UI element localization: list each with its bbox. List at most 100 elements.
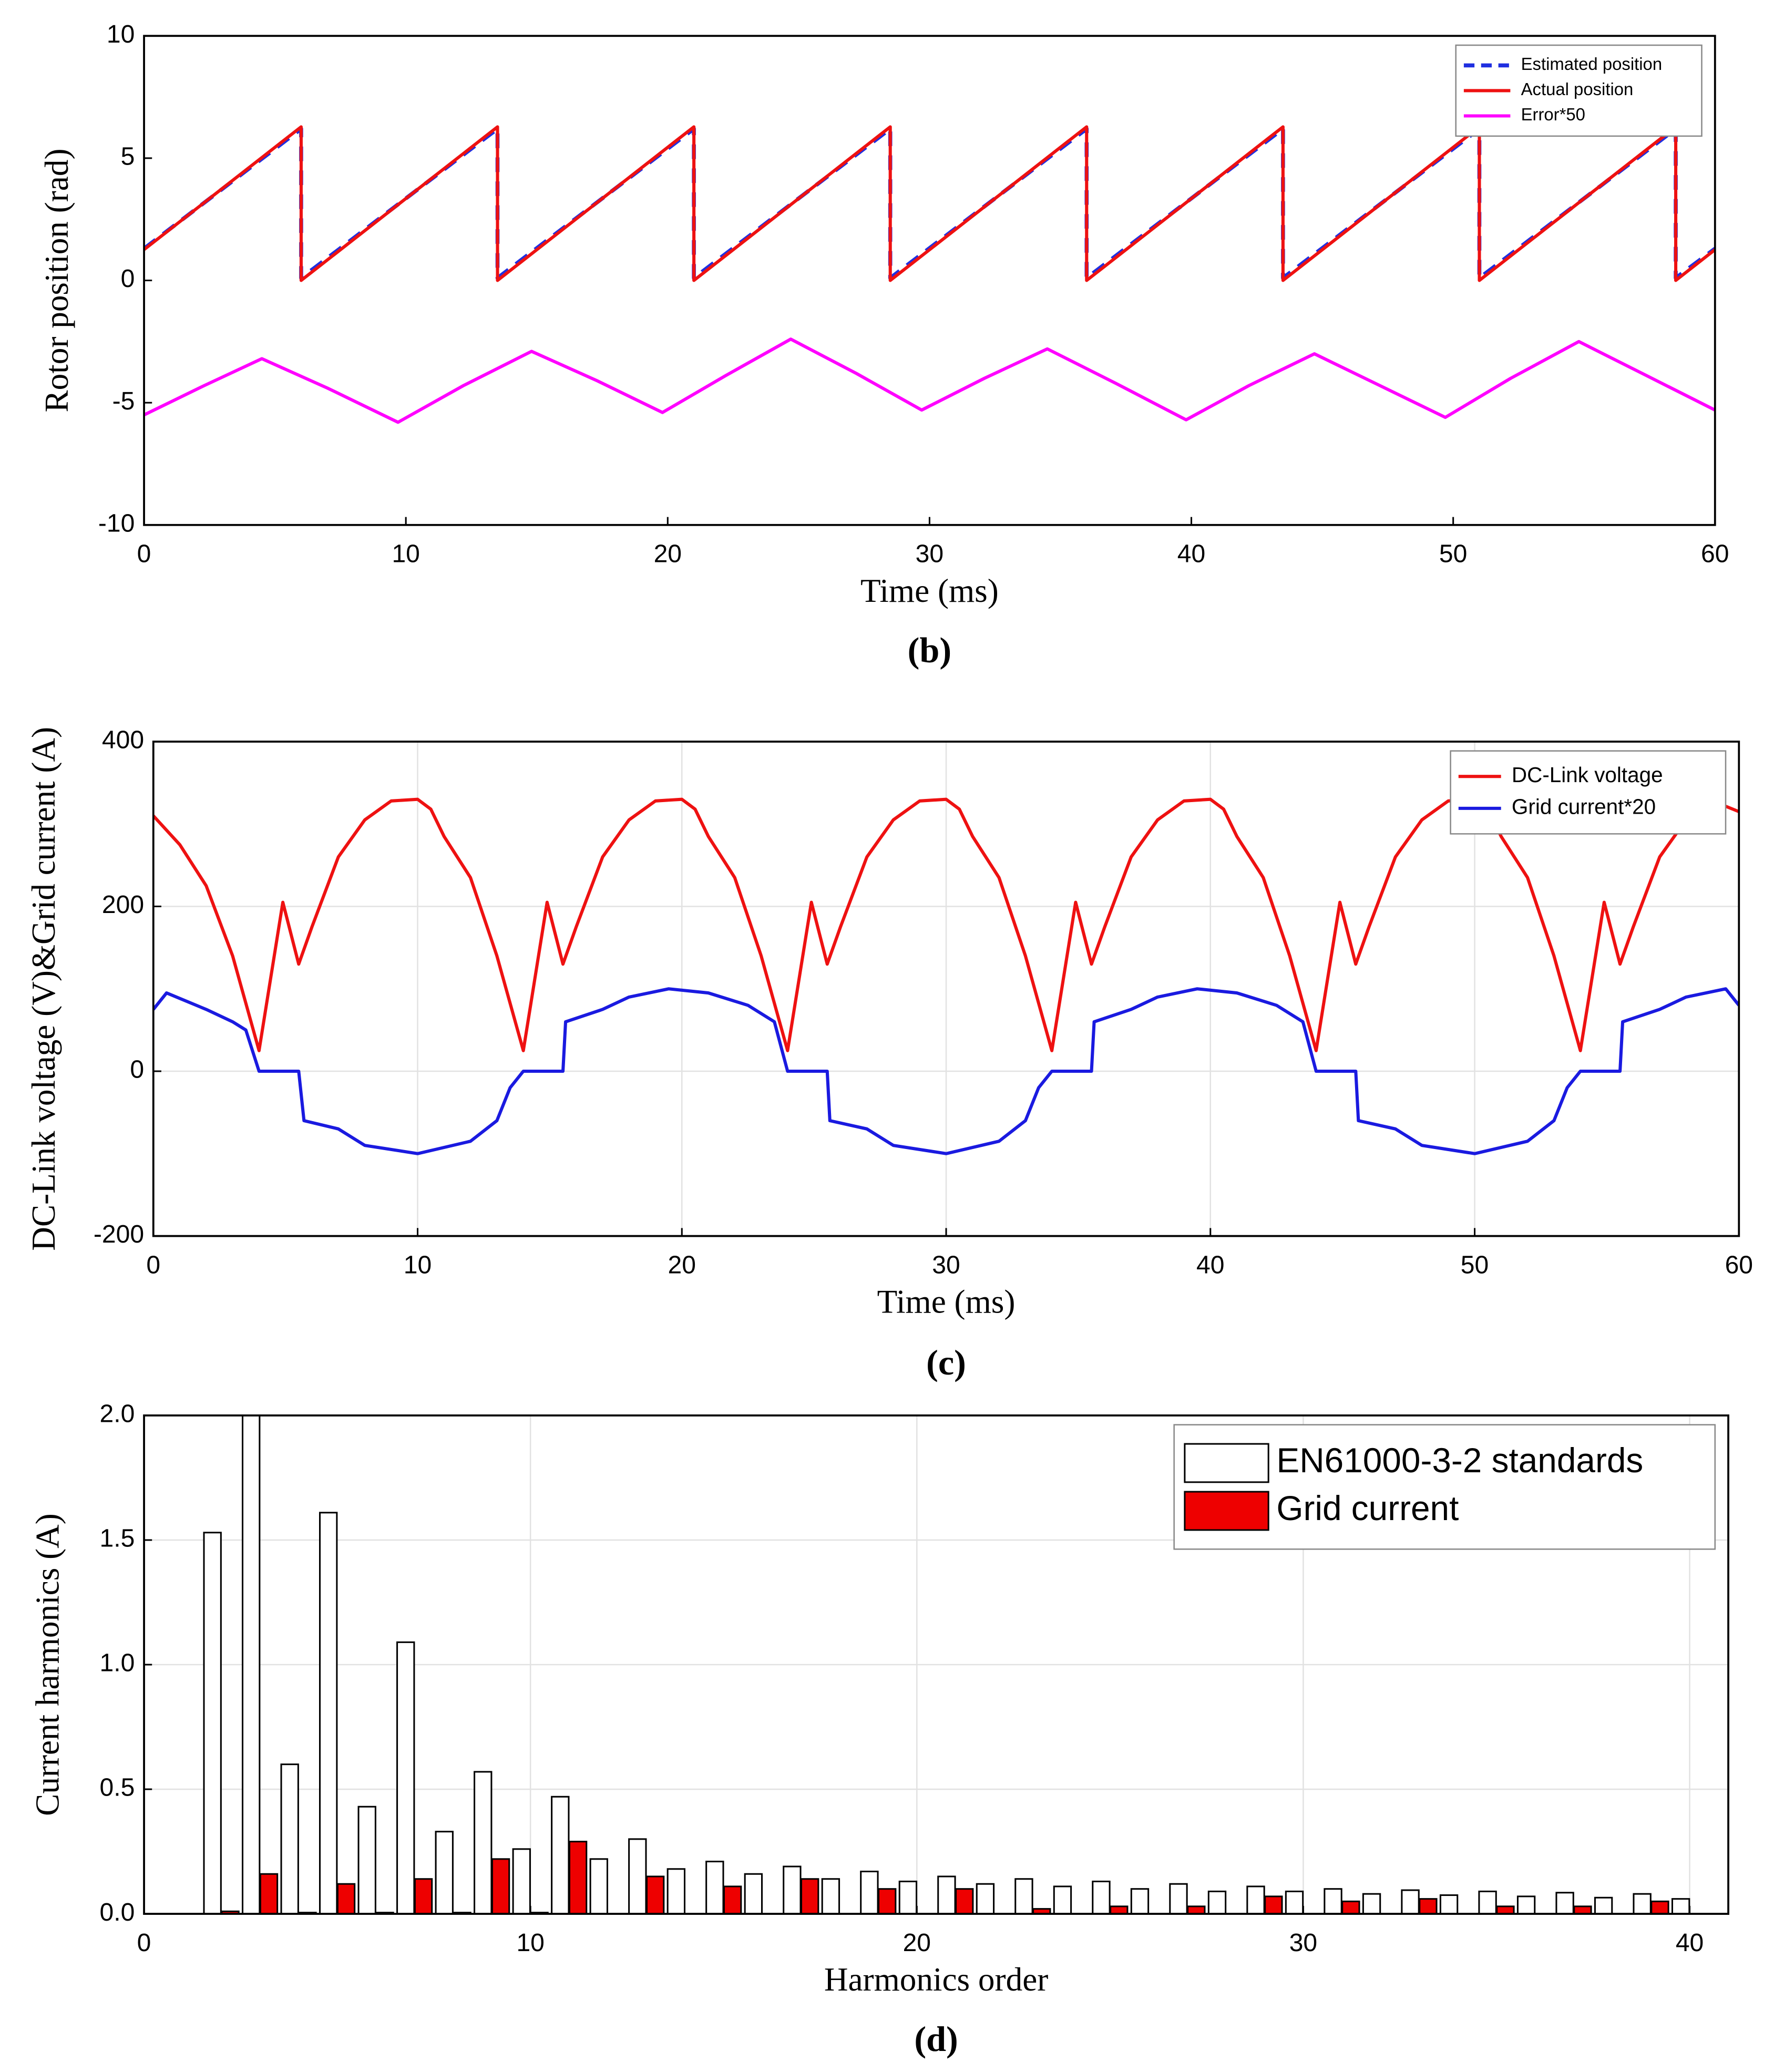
x-tick-label: 20 xyxy=(654,540,682,568)
legend-box xyxy=(1450,750,1727,835)
y-tick-label: 5 xyxy=(121,143,135,171)
x-tick-label: 40 xyxy=(1177,540,1205,568)
y-tick-label: 0 xyxy=(121,265,135,293)
bar xyxy=(1187,1905,1206,1914)
bar xyxy=(241,1415,261,1914)
x-tick-label: 30 xyxy=(1289,1929,1317,1957)
bar xyxy=(1130,1888,1150,1914)
bar xyxy=(491,1858,510,1914)
bar xyxy=(705,1861,724,1914)
caption: (c) xyxy=(926,1342,966,1382)
y-axis-label: Rotor position (rad) xyxy=(38,148,75,412)
caption: (d) xyxy=(914,2019,958,2059)
x-tick-label: 40 xyxy=(1196,1251,1224,1279)
x-tick-label: 20 xyxy=(668,1251,696,1279)
bar xyxy=(783,1865,802,1914)
legend-label: DC-Link voltage xyxy=(1512,763,1663,787)
bar xyxy=(474,1771,493,1914)
bar xyxy=(744,1873,763,1914)
bar xyxy=(357,1806,376,1914)
bar xyxy=(1594,1896,1613,1914)
x-tick-label: 0 xyxy=(146,1251,160,1279)
bar xyxy=(1573,1905,1592,1914)
legend-label: Error*50 xyxy=(1521,105,1585,124)
bar xyxy=(280,1763,299,1914)
y-axis-label: DC-Link voltage (V)&Grid current (A) xyxy=(25,727,62,1251)
caption: (b) xyxy=(908,630,951,670)
bar xyxy=(860,1870,879,1914)
bar xyxy=(628,1838,647,1914)
bar xyxy=(821,1878,840,1914)
x-tick-label: 60 xyxy=(1725,1251,1753,1279)
bar xyxy=(1341,1900,1360,1914)
bar xyxy=(1264,1895,1283,1914)
y-tick-label: -5 xyxy=(112,387,135,415)
bar xyxy=(1671,1898,1690,1914)
bar xyxy=(259,1873,279,1914)
bar xyxy=(1324,1888,1342,1914)
bar xyxy=(645,1875,665,1914)
bar xyxy=(898,1880,918,1914)
bar xyxy=(414,1878,433,1914)
legend-swatch xyxy=(1184,1443,1269,1483)
bar xyxy=(1419,1898,1438,1914)
bar xyxy=(203,1532,222,1914)
bar xyxy=(1516,1895,1536,1914)
legend-label: Actual position xyxy=(1521,79,1634,99)
bar xyxy=(435,1831,454,1914)
bar xyxy=(1650,1900,1669,1914)
x-tick-label: 0 xyxy=(137,540,151,568)
bar xyxy=(1478,1890,1497,1914)
x-tick-label: 60 xyxy=(1701,540,1729,568)
x-tick-label: 40 xyxy=(1676,1929,1704,1957)
bar xyxy=(1496,1905,1515,1914)
bar xyxy=(1633,1893,1652,1914)
y-tick-label: 1.0 xyxy=(100,1649,135,1677)
x-tick-label: 20 xyxy=(903,1929,931,1957)
y-tick-label: 10 xyxy=(107,20,135,48)
legend-swatch xyxy=(1184,1491,1269,1531)
bar xyxy=(1032,1908,1051,1914)
x-tick-label: 50 xyxy=(1461,1251,1489,1279)
line-series xyxy=(144,337,1715,424)
bar xyxy=(723,1885,742,1914)
x-tick-label: 30 xyxy=(916,540,944,568)
x-tick-label: 10 xyxy=(392,540,419,568)
bar xyxy=(1401,1889,1420,1914)
bar xyxy=(878,1888,897,1914)
x-tick-label: 50 xyxy=(1439,540,1467,568)
x-axis-label: Harmonics order xyxy=(824,1961,1048,1998)
y-tick-label: 0 xyxy=(130,1056,144,1084)
x-axis-label: Time (ms) xyxy=(877,1284,1016,1320)
x-tick-label: 30 xyxy=(932,1251,960,1279)
bar xyxy=(1169,1883,1188,1914)
legend-label: Grid current*20 xyxy=(1512,795,1656,819)
bar xyxy=(1207,1890,1227,1914)
y-tick-label: 0.0 xyxy=(100,1899,135,1926)
bar xyxy=(396,1641,415,1914)
bar xyxy=(955,1888,974,1914)
bar xyxy=(937,1875,956,1914)
y-tick-label: -200 xyxy=(94,1220,144,1248)
bar xyxy=(1092,1880,1111,1914)
x-tick-label: 0 xyxy=(137,1929,151,1957)
plot-area xyxy=(203,1415,1690,1914)
legend-label: Estimated position xyxy=(1521,54,1663,74)
plot-frame xyxy=(143,35,1716,526)
bar xyxy=(1014,1878,1033,1914)
y-tick-label: 200 xyxy=(102,891,144,919)
plot-frame xyxy=(152,741,1740,1237)
bar xyxy=(551,1796,570,1914)
bar xyxy=(336,1883,356,1914)
bar xyxy=(1110,1905,1129,1914)
bar xyxy=(1362,1893,1381,1914)
y-tick-label: 1.5 xyxy=(100,1525,135,1553)
y-tick-label: 2.0 xyxy=(100,1400,135,1428)
bar xyxy=(1285,1890,1304,1914)
bar xyxy=(1053,1885,1072,1914)
bar xyxy=(666,1868,686,1914)
legend-label: EN61000-3-2 standards xyxy=(1276,1441,1643,1480)
bar xyxy=(512,1848,531,1914)
x-tick-label: 10 xyxy=(516,1929,544,1957)
